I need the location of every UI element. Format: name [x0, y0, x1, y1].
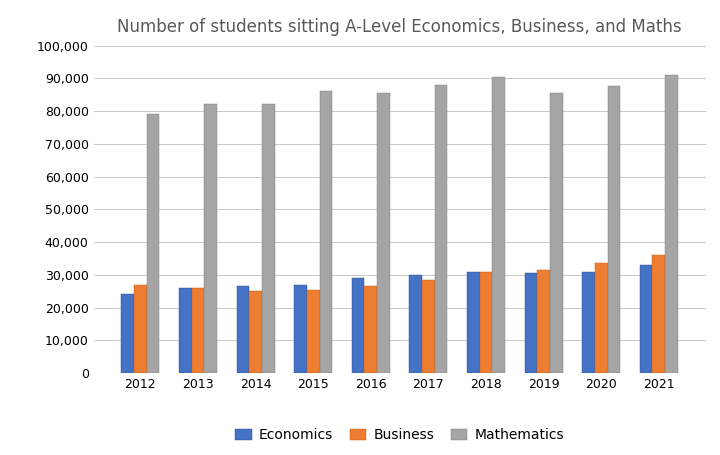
Bar [665, 75, 678, 373]
Bar [595, 263, 608, 373]
Bar [640, 265, 652, 373]
Bar [122, 294, 134, 373]
Bar [307, 289, 320, 373]
Bar [249, 291, 262, 373]
Bar [422, 280, 435, 373]
Title: Number of students sitting A-Level Economics, Business, and Maths: Number of students sitting A-Level Econo… [117, 18, 682, 35]
Bar [192, 288, 204, 373]
Bar [294, 285, 307, 373]
Bar [364, 286, 377, 373]
Bar [352, 278, 364, 373]
Bar [320, 91, 332, 373]
Bar [480, 272, 492, 373]
Bar [204, 105, 217, 373]
Bar [377, 93, 390, 373]
Bar [134, 285, 147, 373]
Bar [525, 273, 537, 373]
Bar [652, 255, 665, 373]
Bar [237, 286, 249, 373]
Bar [179, 288, 192, 373]
Bar [582, 272, 595, 373]
Bar [262, 105, 274, 373]
Bar [410, 275, 422, 373]
Bar [467, 272, 480, 373]
Bar [435, 85, 447, 373]
Bar [492, 76, 505, 373]
Bar [537, 270, 550, 373]
Bar [550, 93, 562, 373]
Bar [608, 86, 620, 373]
Legend: Economics, Business, Mathematics: Economics, Business, Mathematics [230, 423, 570, 448]
Bar [147, 114, 159, 373]
